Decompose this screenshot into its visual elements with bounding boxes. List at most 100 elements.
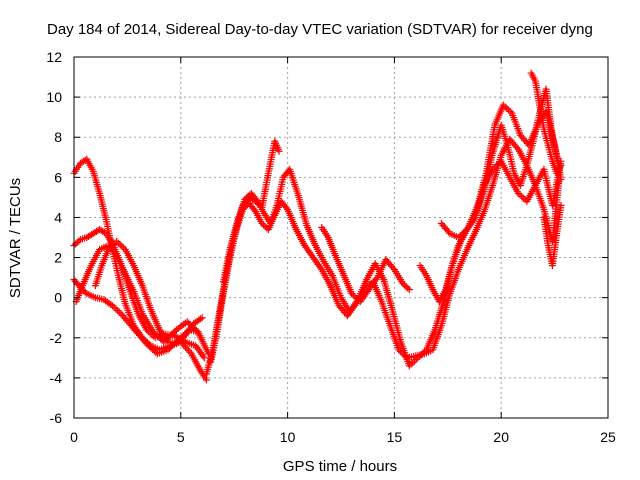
data-point [115, 308, 123, 316]
data-point [460, 229, 468, 237]
series-track-7 [207, 135, 565, 366]
data-point [555, 177, 563, 185]
y-tick-label: -2 [50, 330, 63, 346]
data-point [109, 241, 117, 249]
series-track-8 [220, 137, 283, 286]
data-point [353, 294, 361, 302]
data-point [118, 242, 126, 250]
data-point [114, 239, 122, 247]
data-point [141, 338, 149, 346]
x-tick-label: 25 [600, 429, 616, 445]
data-point [106, 244, 114, 252]
data-point [400, 351, 408, 359]
y-tick-label: 10 [46, 89, 62, 105]
data-point [516, 191, 524, 199]
data-point [198, 314, 206, 322]
chart-title: Day 184 of 2014, Sidereal Day-to-day VTE… [47, 21, 593, 38]
data-point [407, 360, 415, 368]
x-tick-label: 20 [493, 429, 509, 445]
data-point [275, 147, 283, 155]
y-tick-label: 4 [54, 209, 62, 225]
data-point [183, 345, 191, 353]
data-point [168, 330, 176, 338]
series-track-11 [437, 157, 563, 246]
data-point [395, 346, 403, 354]
data-point [513, 144, 521, 152]
data-point [470, 215, 478, 223]
data-point [199, 352, 207, 360]
data-point [458, 230, 466, 238]
data-point [108, 302, 116, 310]
data-point [348, 290, 356, 298]
data-point [184, 346, 192, 354]
data-point [120, 244, 128, 252]
series-track-13 [540, 201, 565, 270]
data-point [178, 335, 186, 343]
data-point [108, 242, 116, 250]
series-track-12 [527, 69, 565, 177]
data-point [490, 164, 498, 172]
data-point [557, 201, 565, 209]
series-track-4 [72, 242, 213, 358]
data-point [169, 329, 177, 337]
data-point [405, 362, 413, 370]
data-point [317, 264, 325, 272]
series-track-9 [318, 223, 413, 306]
data-point [186, 348, 194, 356]
data-point [454, 234, 462, 241]
data-point [518, 193, 526, 201]
data-point [351, 293, 359, 301]
y-tick-label: -4 [50, 370, 63, 386]
data-point [396, 347, 404, 355]
data-point [111, 250, 119, 258]
data-point [349, 291, 357, 299]
y-tick-label: -6 [50, 410, 63, 426]
data-point [176, 337, 184, 345]
data-point [402, 283, 410, 291]
data-point [282, 204, 290, 212]
data-point [73, 239, 81, 247]
data-point [112, 305, 120, 313]
data-point [557, 161, 565, 169]
data-point [494, 160, 502, 168]
data-point [196, 315, 204, 323]
data-point [405, 286, 413, 294]
y-tick-label: 6 [54, 169, 62, 185]
y-tick-label: 8 [54, 129, 62, 145]
data-point [489, 165, 497, 173]
data-point [261, 222, 269, 230]
data-point [506, 108, 514, 116]
data-point [174, 338, 182, 346]
y-tick-label: 0 [54, 290, 62, 306]
data-point [503, 104, 511, 112]
data-point [173, 340, 181, 348]
data-point [200, 354, 208, 362]
data-point [252, 197, 260, 205]
data-point [501, 103, 509, 111]
data-point [114, 307, 122, 315]
data-point [116, 241, 124, 249]
data-point [402, 352, 410, 360]
data-point [110, 303, 118, 311]
series-track-5 [91, 238, 206, 348]
x-tick-label: 5 [177, 429, 185, 445]
data-point [492, 162, 500, 170]
data-point [456, 232, 464, 240]
data-point [404, 284, 412, 292]
data-point [445, 228, 453, 236]
data-point [399, 280, 407, 288]
data-point [104, 246, 112, 254]
data-point [250, 206, 258, 214]
data-point [113, 238, 121, 246]
data-point [504, 106, 512, 114]
data-point [389, 264, 397, 272]
data-point [255, 200, 263, 208]
data-point [401, 281, 409, 289]
data-point [258, 219, 266, 227]
data-point [499, 101, 507, 109]
axis-ticks: 0 5 10 15 20 25 -6 -4 -2 0 2 4 6 8 10 12 [46, 49, 616, 445]
data-point [372, 275, 380, 283]
y-tick-label: 12 [46, 49, 62, 65]
data-point [398, 349, 406, 357]
